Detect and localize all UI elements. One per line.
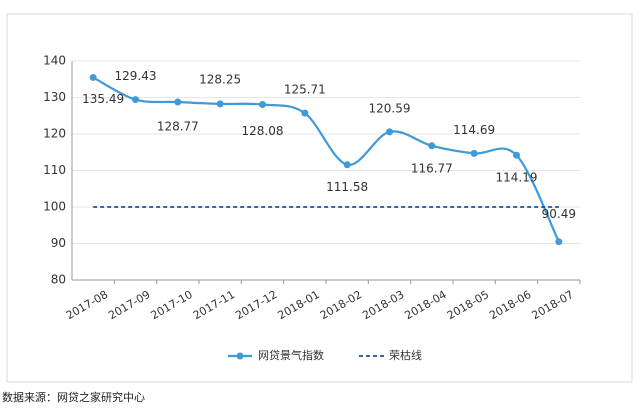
x-tick-label: 2018-07 — [530, 288, 576, 322]
data-label: 125.71 — [284, 83, 326, 97]
data-point — [216, 100, 224, 108]
x-tick-label: 2017-12 — [233, 288, 279, 322]
data-point — [343, 161, 351, 169]
data-point — [555, 238, 563, 246]
data-point — [301, 109, 309, 117]
x-tick-label: 2017-11 — [191, 288, 237, 322]
chart-frame — [6, 13, 633, 383]
data-label: 90.49 — [542, 207, 576, 221]
data-label: 128.25 — [199, 72, 241, 86]
x-tick-label: 2018-04 — [403, 288, 449, 322]
data-point — [428, 142, 436, 150]
data-point — [259, 101, 266, 109]
legend-label: 网贷景气指数 — [258, 348, 324, 362]
data-label: 114.69 — [453, 123, 495, 137]
y-tick-label: 120 — [43, 127, 66, 141]
x-tick-label: 2017-08 — [64, 288, 110, 322]
y-tick-label: 80 — [51, 273, 66, 287]
x-tick-label: 2018-02 — [318, 288, 364, 322]
data-point — [89, 73, 97, 81]
x-tick-label: 2018-06 — [487, 288, 533, 322]
data-line — [92, 76, 560, 243]
y-tick-label: 130 — [43, 90, 66, 104]
data-point — [470, 149, 478, 157]
x-tick-label: 2018-01 — [276, 288, 322, 322]
data-point — [513, 151, 520, 159]
data-label: 111.58 — [326, 180, 368, 194]
x-tick-label: 2018-03 — [360, 288, 406, 322]
data-point — [132, 96, 139, 104]
data-label: 135.49 — [82, 92, 124, 106]
y-tick-label: 90 — [51, 236, 66, 250]
legend-label: 荣枯线 — [389, 348, 422, 362]
data-point — [386, 128, 393, 136]
data-label: 128.08 — [242, 124, 284, 138]
data-label: 120.59 — [369, 101, 411, 115]
data-label: 129.43 — [115, 69, 157, 83]
source-note: 数据来源：网贷之家研究中心 — [2, 390, 145, 404]
legend-swatch-marker — [236, 352, 244, 360]
data-label: 114.19 — [496, 171, 538, 185]
data-label: 128.77 — [157, 119, 199, 133]
x-tick-label: 2017-09 — [106, 288, 152, 322]
x-tick-label: 2017-10 — [149, 288, 195, 322]
y-tick-label: 110 — [43, 163, 66, 177]
y-tick-label: 140 — [43, 54, 66, 68]
data-point — [174, 98, 182, 106]
x-tick-label: 2018-05 — [445, 288, 491, 322]
y-tick-label: 100 — [43, 200, 66, 214]
data-label: 116.77 — [411, 161, 453, 175]
